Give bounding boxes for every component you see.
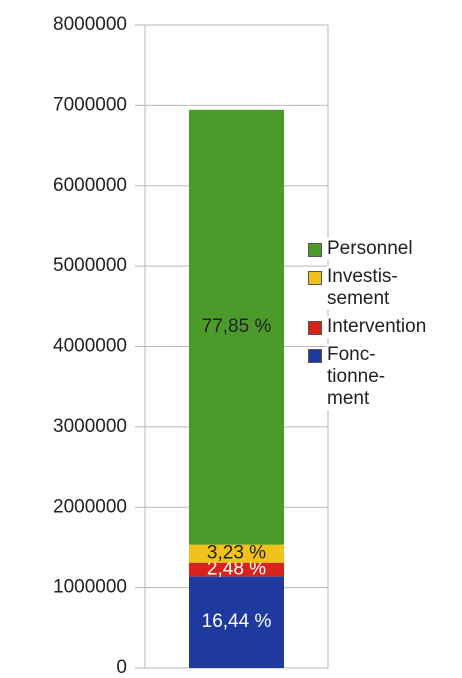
legend-label: Fonc- tionne- ment: [327, 344, 386, 410]
legend-swatch: [308, 321, 322, 335]
bar-segment: [189, 109, 284, 545]
y-tick-label: 6000000: [53, 175, 127, 196]
legend-item: Personnel: [308, 238, 426, 260]
legend-item: Investis- sement: [308, 266, 426, 310]
legend: Personnel Investis- sement Intervention Fon…: [308, 238, 427, 410]
bar-segment: [189, 576, 284, 668]
y-tick-label: 8000000: [53, 14, 127, 35]
value-label: 3,23 %: [207, 543, 266, 564]
y-tick-label: 1000000: [53, 577, 127, 598]
value-label: 16,44 %: [202, 611, 272, 632]
y-tick-label: 2000000: [53, 496, 127, 517]
legend-label: Personnel: [327, 238, 413, 260]
y-tick-label: 0: [116, 657, 127, 678]
bar-segment: [189, 544, 284, 563]
legend-swatch: [308, 349, 322, 363]
y-tick-label: 3000000: [53, 416, 127, 437]
y-tick-label: 7000000: [53, 94, 127, 115]
legend-label: Intervention: [327, 316, 427, 338]
legend-item: Intervention: [308, 316, 427, 338]
legend-swatch: [308, 271, 322, 285]
value-label: 77,85 %: [202, 316, 272, 337]
legend-item: Fonc- tionne- ment: [308, 344, 426, 410]
value-label: 2,48 %: [207, 559, 266, 580]
legend-label: Investis- sement: [327, 266, 398, 310]
bar-segment: [189, 562, 284, 577]
legend-swatch: [308, 243, 322, 257]
y-tick-label: 4000000: [53, 336, 127, 357]
y-tick-label: 5000000: [53, 255, 127, 276]
